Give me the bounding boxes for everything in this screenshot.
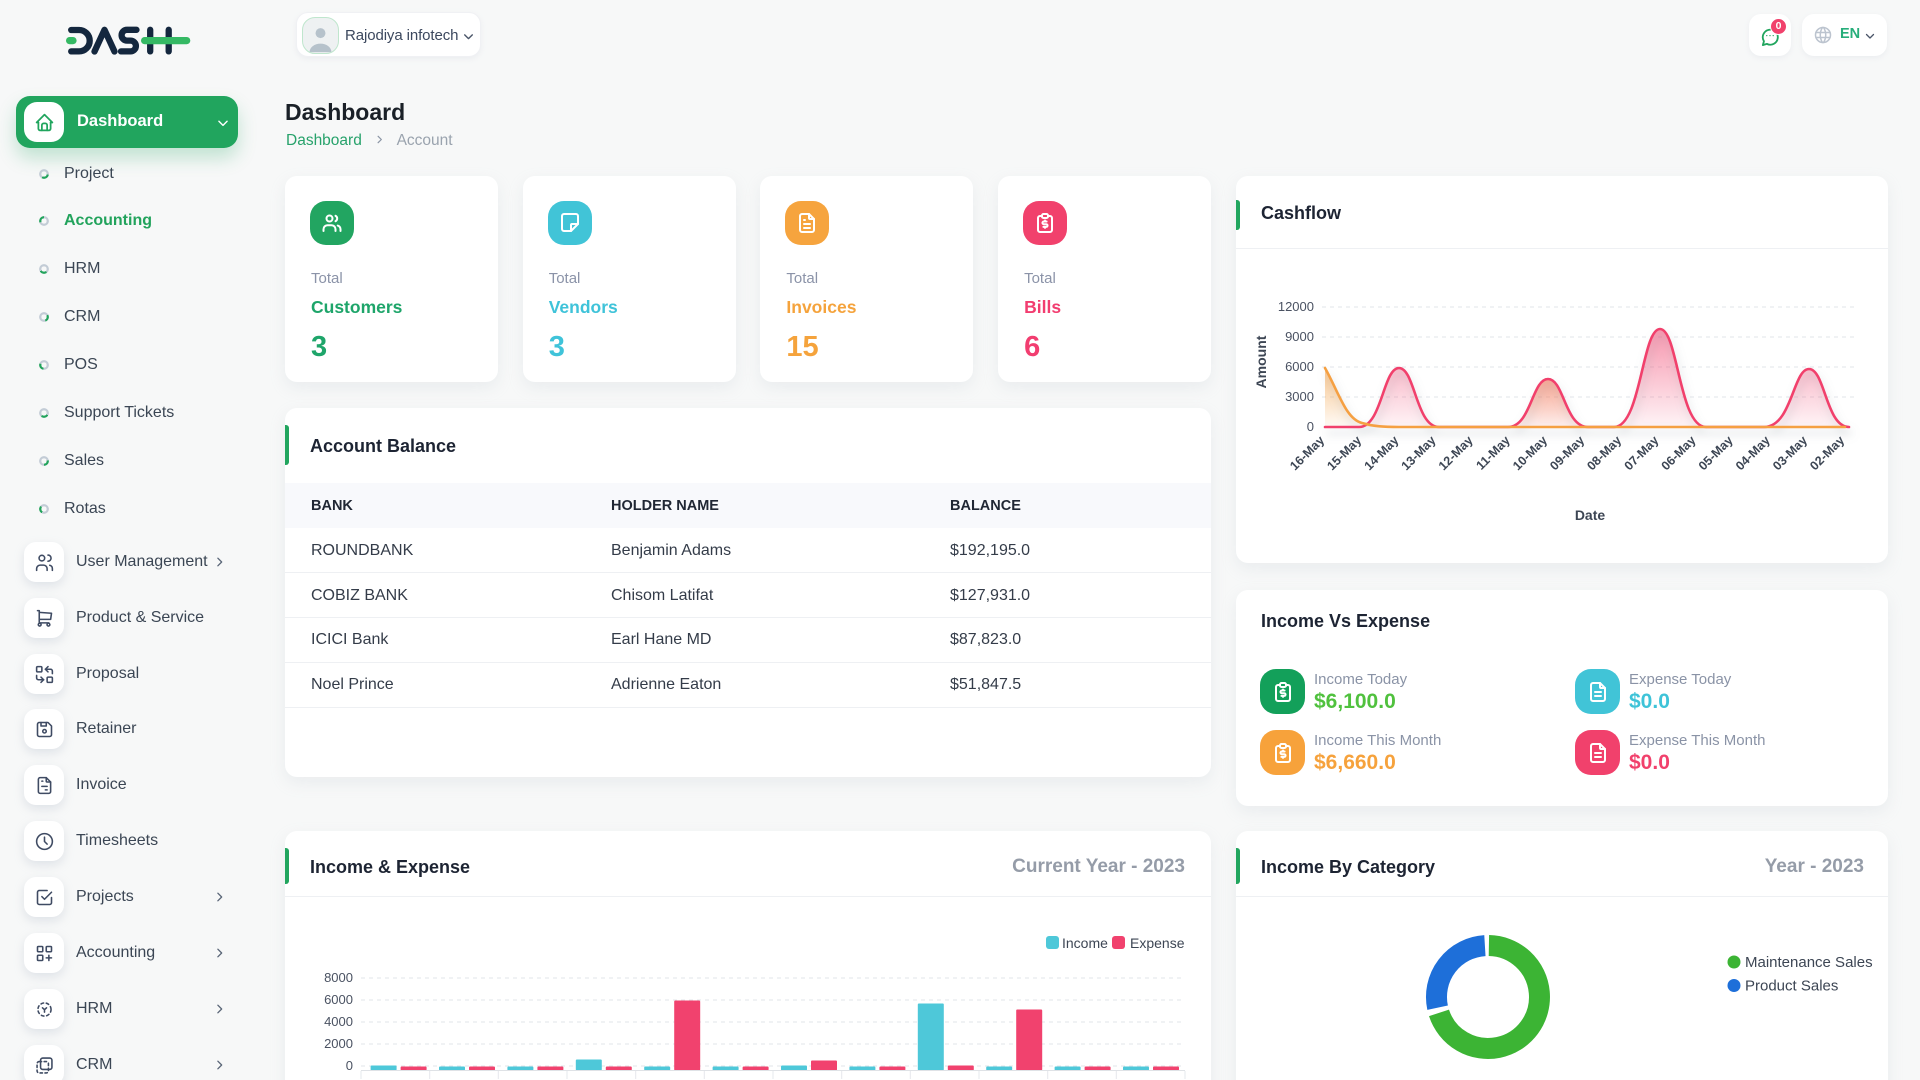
svg-text:06-May: 06-May — [1659, 433, 1699, 473]
svg-text:11-May: 11-May — [1473, 433, 1512, 472]
svg-text:02-May: 02-May — [1807, 433, 1847, 473]
svg-text:04-May: 04-May — [1733, 433, 1773, 473]
svg-text:05-May: 05-May — [1696, 433, 1736, 473]
svg-text:9000: 9000 — [1285, 329, 1314, 344]
svg-text:10-May: 10-May — [1510, 433, 1550, 473]
svg-text:16-May: 16-May — [1287, 433, 1327, 473]
svg-text:09-May: 09-May — [1547, 433, 1587, 473]
svg-text:13-May: 13-May — [1399, 433, 1439, 473]
svg-text:08-May: 08-May — [1584, 433, 1624, 473]
svg-text:Maintenance Sales: Maintenance Sales — [1745, 954, 1873, 971]
svg-text:8000: 8000 — [324, 970, 353, 985]
svg-text:Product Sales: Product Sales — [1745, 978, 1838, 995]
svg-text:Income: Income — [1062, 935, 1108, 951]
svg-text:07-May: 07-May — [1622, 433, 1662, 473]
svg-text:4000: 4000 — [324, 1014, 353, 1029]
svg-text:15-May: 15-May — [1324, 433, 1364, 473]
svg-text:Date: Date — [1575, 507, 1606, 523]
svg-text:12-May: 12-May — [1436, 433, 1476, 473]
svg-text:6000: 6000 — [1285, 359, 1314, 374]
svg-text:0: 0 — [346, 1058, 353, 1073]
svg-text:Amount: Amount — [1253, 335, 1269, 388]
svg-text:03-May: 03-May — [1770, 433, 1810, 473]
svg-text:6000: 6000 — [324, 992, 353, 1007]
svg-text:12000: 12000 — [1278, 299, 1314, 314]
svg-text:Expense: Expense — [1130, 935, 1185, 951]
svg-text:3000: 3000 — [1285, 389, 1314, 404]
svg-text:0: 0 — [1307, 419, 1314, 434]
svg-text:2000: 2000 — [324, 1036, 353, 1051]
svg-text:14-May: 14-May — [1362, 433, 1402, 473]
